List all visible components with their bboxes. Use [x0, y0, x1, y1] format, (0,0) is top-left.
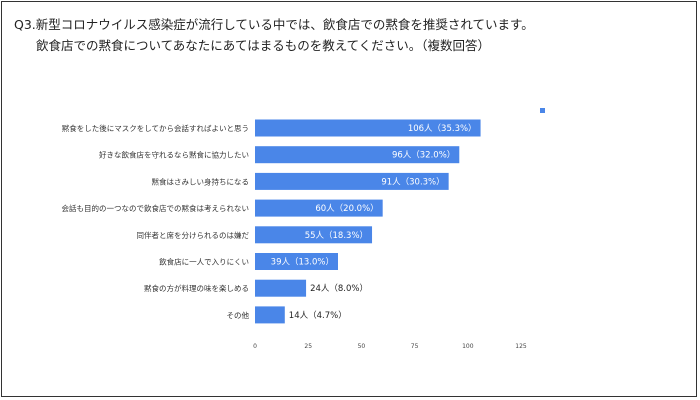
- x-tick-label-4: 100: [462, 343, 474, 350]
- question-line-2: 飲食店での黙食についてあなたにあてはまるものを教えてください。（複数回答）: [36, 38, 491, 53]
- category-label-4: 同伴者と席を分けられるのは嫌だ: [137, 230, 250, 240]
- category-label-0: 黙食をした後にマスクをしてから会話すればよいと思う: [62, 123, 249, 133]
- bar-4: [255, 226, 373, 244]
- bar-6: [255, 279, 307, 297]
- x-tick-label-1: 25: [304, 343, 312, 350]
- data-label-2: 91人（30.3%）: [381, 176, 444, 187]
- x-tick-label-0: 0: [253, 343, 257, 350]
- data-label-4: 55人（18.3%）: [305, 230, 368, 241]
- question-line-1: Q3.新型コロナウイルス感染症が流行している中では、飲食店での黙食を推奨されてい…: [14, 17, 534, 32]
- category-label-7: その他: [227, 310, 250, 320]
- bar-1: [255, 146, 460, 164]
- category-label-2: 黙食はさみしい身持ちになる: [152, 176, 250, 186]
- data-label-3: 60人（20.0%）: [315, 203, 378, 214]
- x-tick-label-3: 75: [411, 343, 419, 350]
- legend-swatch: [540, 108, 545, 113]
- data-label-1: 96人（32.0%）: [392, 150, 455, 161]
- data-label-7: 14人（4.7%）: [289, 310, 347, 321]
- bar-0: [255, 119, 481, 137]
- x-tick-label-2: 50: [358, 343, 366, 350]
- bar-3: [255, 199, 383, 217]
- bar-2: [255, 172, 449, 190]
- data-label-0: 106人（35.3%）: [408, 123, 477, 134]
- data-label-5: 39人（13.0%）: [271, 257, 334, 268]
- x-tick-label-5: 125: [515, 343, 527, 350]
- category-label-6: 黙食の方が料理の味を楽しめる: [144, 283, 249, 293]
- category-label-1: 好きな飲食店を守れるなら黙食に協力したい: [99, 150, 249, 160]
- bar-5: [255, 253, 338, 270]
- category-label-3: 会話も目的の一つなので飲食店での黙食は考えられない: [62, 203, 250, 213]
- data-label-6: 24人（8.0%）: [310, 283, 368, 294]
- bar-7: [255, 306, 285, 324]
- category-label-5: 飲食店に一人で入りにくい: [159, 257, 249, 267]
